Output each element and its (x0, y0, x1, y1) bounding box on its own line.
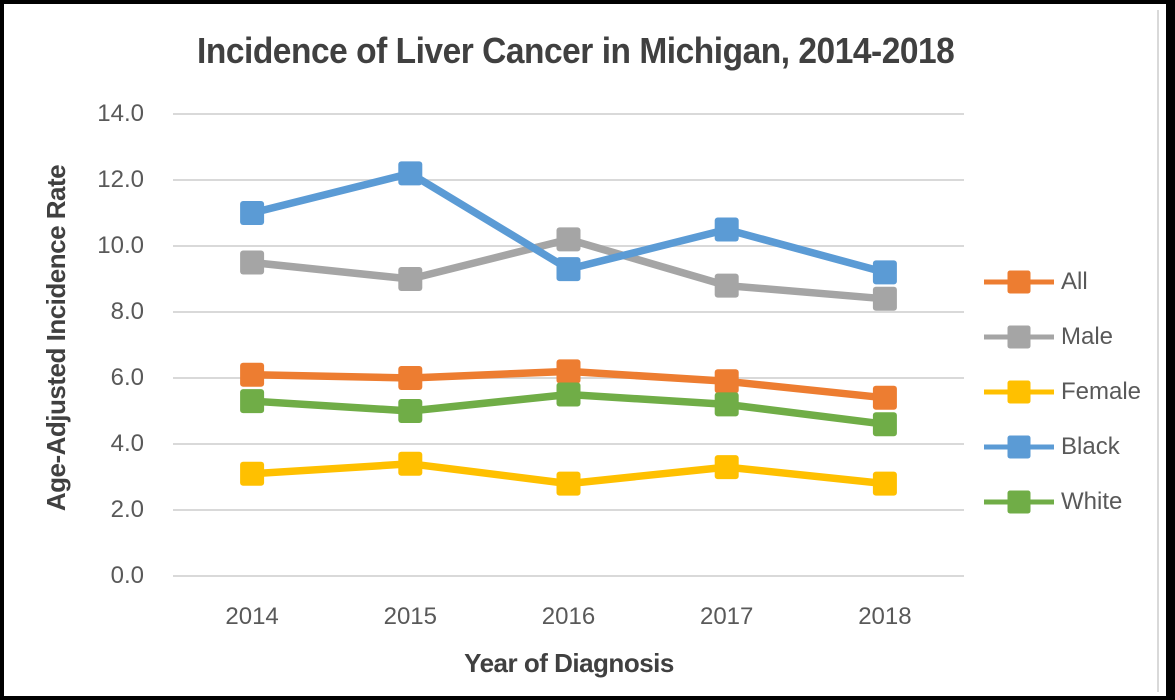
legend-marker-square (1007, 380, 1031, 404)
legend-label: White (1061, 488, 1123, 515)
data-point-marker (714, 273, 739, 298)
y-tick-label: 12.0 (97, 166, 144, 193)
legend-marker-square (1007, 490, 1031, 514)
data-point-marker (398, 451, 423, 476)
legend-label: Black (1061, 433, 1120, 460)
y-tick-label: 2.0 (110, 496, 144, 523)
data-point-marker (240, 389, 265, 414)
legend-marker-male-icon (984, 325, 1054, 349)
data-point-marker (556, 257, 581, 282)
legend-marker-female-icon (984, 380, 1054, 404)
legend-marker-square (1007, 435, 1031, 459)
data-point-marker (556, 227, 581, 252)
data-point-marker (556, 471, 581, 496)
data-point-marker (556, 359, 581, 384)
x-axis-title: Year of Diagnosis (464, 648, 674, 678)
data-point-marker (240, 362, 265, 387)
plot-area (173, 113, 964, 577)
y-tick-label: 0.0 (110, 562, 144, 589)
data-point-marker (714, 392, 739, 417)
legend-label: All (1061, 268, 1088, 295)
data-point-marker (714, 369, 739, 394)
data-point-marker (872, 471, 897, 496)
series-white (240, 382, 897, 437)
series-female (240, 451, 897, 496)
y-tick-label: 10.0 (97, 232, 144, 259)
legend-marker-all-icon (984, 270, 1054, 294)
y-tick-label: 14.0 (97, 100, 144, 127)
data-point-marker (398, 267, 423, 291)
data-point-marker (714, 217, 739, 242)
legend-marker-square (1007, 325, 1031, 349)
data-point-marker (714, 455, 739, 480)
legend-marker-white-icon (984, 490, 1054, 514)
y-tick-label: 4.0 (110, 430, 144, 457)
legend-item-all: All (982, 266, 1088, 298)
x-tick-label: 2018 (858, 603, 912, 630)
data-point-marker (556, 382, 581, 407)
legend-item-white: White (982, 486, 1122, 518)
data-point-marker (872, 412, 897, 437)
data-point-marker (872, 286, 897, 311)
y-tick-label: 6.0 (110, 364, 144, 391)
chart-area-right-border (1157, 10, 1159, 692)
x-tick-label: 2017 (699, 603, 754, 630)
data-point-marker (240, 201, 265, 225)
chart-title: Incidence of Liver Cancer in Michigan, 2… (197, 30, 955, 71)
series-male (240, 227, 897, 311)
data-point-marker (240, 250, 265, 275)
legend-label: Female (1061, 378, 1142, 405)
legend-item-male: Male (982, 321, 1113, 353)
x-tick-label: 2015 (383, 603, 437, 630)
data-point-marker (398, 161, 423, 186)
data-point-marker (872, 385, 897, 410)
legend-marker-black-icon (984, 435, 1054, 459)
y-tick-label: 8.0 (110, 298, 144, 325)
legend-marker-square (1007, 270, 1031, 294)
x-tick-label: 2016 (541, 603, 596, 630)
data-point-marker (872, 260, 897, 285)
legend-item-female: Female (982, 376, 1141, 408)
data-point-marker (398, 399, 423, 423)
data-point-marker (398, 366, 423, 390)
series-all (240, 359, 897, 410)
x-tick-label: 2014 (225, 603, 279, 630)
series-black (240, 161, 897, 285)
legend-item-black: Black (982, 431, 1120, 463)
legend-label: Male (1061, 323, 1114, 350)
data-point-marker (240, 461, 265, 486)
